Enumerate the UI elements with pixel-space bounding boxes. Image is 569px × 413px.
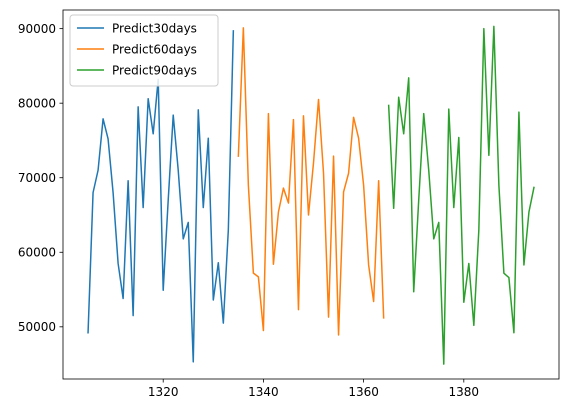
y-tick-label: 70000 [18, 171, 56, 185]
x-tick-label: 1380 [449, 385, 480, 399]
series-line-1 [87, 30, 235, 363]
x-tick-label: 1320 [148, 385, 179, 399]
x-axis: 1320 1340 1360 1380 [148, 379, 479, 399]
series-line-2 [237, 27, 385, 336]
legend-label: Predict60days [112, 42, 197, 56]
legend-label: Predict90days [112, 63, 197, 77]
legend-box [69, 14, 219, 87]
x-tick-label: 1360 [348, 385, 379, 399]
plot-frame [62, 9, 560, 380]
plot-lines [87, 25, 535, 365]
y-tick-label: 50000 [18, 320, 56, 334]
legend-label: Predict30days [112, 21, 197, 35]
y-tick-label: 80000 [18, 96, 56, 110]
y-axis: 50000 60000 70000 80000 90000 [18, 22, 63, 334]
y-tick-label: 90000 [18, 22, 56, 36]
y-tick-label: 60000 [18, 245, 56, 259]
series-line-3 [387, 25, 535, 365]
x-tick-label: 1340 [248, 385, 279, 399]
legend: Predict30days Predict60days Predict90days [69, 14, 219, 87]
